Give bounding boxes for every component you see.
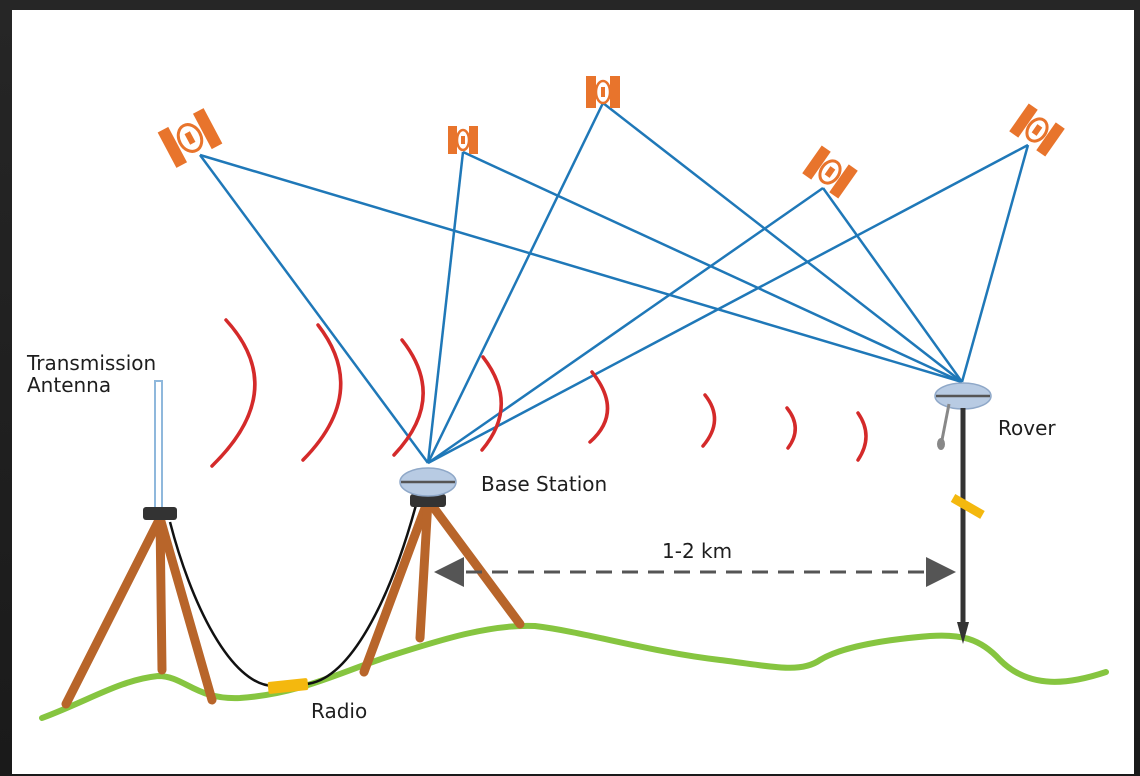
- gnss-dish-icon: [399, 467, 457, 497]
- antenna-mast-icon: [154, 380, 163, 512]
- radio-label: Radio: [311, 699, 368, 723]
- signal-line: [426, 102, 605, 464]
- radio-wave-arc: [856, 411, 868, 462]
- distance-label: 1-2 km: [662, 539, 733, 563]
- transmission-antenna-label-line2: Antenna: [27, 373, 112, 397]
- transmission-antenna-label: Transmission Antenna: [27, 352, 156, 396]
- satellite-icon: [802, 145, 858, 199]
- signal-line: [821, 187, 964, 383]
- signal-line: [462, 150, 963, 384]
- transmission-tripod: [61, 380, 217, 709]
- signal-line: [199, 153, 963, 384]
- signal-line: [602, 102, 963, 383]
- signal-line: [198, 154, 430, 464]
- radio-wave-arc: [480, 355, 503, 452]
- transmission-antenna-label-line1: Transmission: [27, 351, 157, 375]
- radio-wave-arc: [210, 318, 257, 468]
- base-station-label: Base Station: [481, 472, 608, 496]
- radio-wave-arc: [301, 323, 343, 462]
- satellite-icon: [157, 108, 223, 168]
- signal-line: [427, 143, 1029, 465]
- signal-line: [960, 144, 1030, 383]
- radio-wave-arc: [392, 338, 425, 457]
- satellite-signal-lines: [198, 102, 1030, 465]
- radio-wave-arc: [588, 370, 610, 444]
- signal-line: [426, 151, 465, 464]
- radio-wave-arc: [785, 406, 797, 450]
- radio-waves: [210, 318, 868, 468]
- cable: [305, 504, 418, 686]
- satellite-icon: [1009, 103, 1065, 157]
- ground-line: [39, 622, 1109, 721]
- signal-line: [427, 186, 824, 465]
- cable: [168, 521, 275, 688]
- radio-box-icon: [267, 678, 309, 694]
- rover-pole-icon: [934, 382, 992, 644]
- radio-wave-arc: [701, 393, 717, 448]
- satellite-icon: [586, 76, 620, 108]
- rover-label: Rover: [998, 416, 1056, 440]
- satellite-icon: [448, 126, 478, 154]
